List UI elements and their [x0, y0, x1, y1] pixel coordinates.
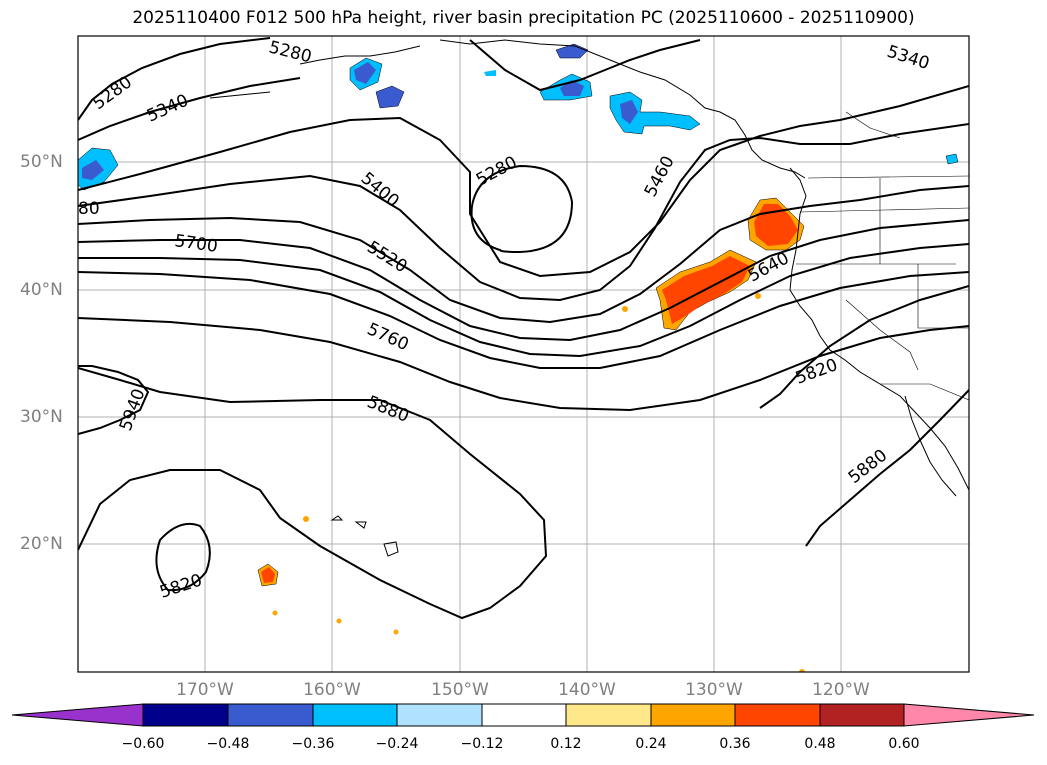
precip-positive-areas [257, 197, 805, 672]
colorbar [11, 703, 1035, 727]
lon-label-130w: 130°W [685, 680, 743, 700]
contour-label: 5820 [793, 355, 840, 389]
state-border [845, 299, 919, 371]
aleutian-islands [299, 45, 421, 65]
colorbar-tick-label: 0.36 [719, 736, 751, 752]
contour-5880-se [805, 389, 969, 547]
precip-area [620, 100, 638, 124]
colorbar-segment [819, 703, 905, 727]
colorbar-tick-label: 0.60 [888, 736, 920, 752]
colorbar-tick-label: 0.12 [550, 736, 582, 752]
contour-5280-nw [78, 37, 271, 121]
contour-5460 [78, 123, 969, 302]
precip-area [375, 85, 405, 109]
contour-label: 5820 [157, 570, 204, 602]
precip-area [303, 516, 309, 522]
contour-label: 5700 [173, 231, 219, 257]
lat-label-30n: 30°N [20, 407, 63, 427]
contour-5820 [759, 285, 969, 409]
colorbar-segment [734, 703, 821, 727]
us-west-coast [789, 249, 969, 491]
colorbar-tick-label: −0.48 [206, 736, 250, 752]
contour-label: 5760 [364, 319, 412, 355]
precip-area [272, 610, 278, 616]
contour-label: 80 [78, 199, 100, 219]
hawaii-islands [330, 515, 399, 557]
lat-label-50n: 50°N [20, 152, 63, 172]
precip-area [261, 567, 275, 583]
contour-5820-sub [155, 522, 211, 592]
aleutian-islands [209, 91, 271, 99]
colorbar-segment [142, 703, 229, 727]
colorbar-tick-label: −0.36 [291, 736, 335, 752]
contour-5700 [78, 271, 969, 369]
colorbar-tick-label: 0.48 [804, 736, 836, 752]
height-contours [78, 37, 969, 620]
contour-5880 [78, 367, 548, 620]
colorbar-tick-label: −0.60 [121, 736, 165, 752]
contour-label: 5640 [745, 248, 793, 286]
precip-area [754, 204, 798, 246]
coastlines [209, 39, 969, 557]
precip-area [755, 293, 761, 299]
us-canada-border [807, 175, 969, 179]
contour-5280-low [470, 164, 574, 254]
colorbar-segment [396, 703, 483, 727]
precip-area [354, 62, 376, 84]
contour-label: 5340 [884, 42, 931, 74]
colorbar-segment [227, 703, 314, 727]
lon-label-140w: 140°W [558, 680, 616, 700]
contour-label: 5280 [89, 72, 136, 114]
state-border [880, 383, 969, 401]
precip-area [484, 70, 496, 76]
precip-area [82, 160, 104, 180]
colorbar-tick-label: 0.24 [635, 736, 667, 752]
precip-area [945, 153, 959, 165]
contour-big-trough [469, 39, 701, 92]
map-frame-border [77, 35, 970, 673]
lat-label-20n: 20°N [20, 534, 63, 554]
contour-label: 5340 [144, 91, 192, 127]
colorbar-segment [565, 703, 652, 727]
map-title: 2025110400 F012 500 hPa height, river ba… [132, 8, 915, 28]
contour-5520 [78, 185, 969, 324]
canada-coast [789, 167, 807, 251]
state-border [799, 207, 969, 213]
contour-label: 5880 [845, 446, 891, 488]
contour-5400 [78, 85, 969, 278]
contour-label: 5400 [357, 169, 403, 212]
contour-label: 5940 [116, 386, 150, 433]
colorbar-segment [650, 703, 736, 727]
contour-5580 [78, 219, 969, 342]
lon-label-150w: 150°W [431, 680, 489, 700]
lon-label-170w: 170°W [176, 680, 234, 700]
precip-area [336, 618, 342, 624]
contour-label: 5880 [364, 392, 412, 427]
baja-coast [904, 395, 957, 497]
colorbar-segment [312, 703, 398, 727]
contour-5640 [78, 243, 969, 358]
precip-area [393, 629, 399, 635]
contour-5760 [78, 317, 969, 412]
lon-label-160w: 160°W [303, 680, 361, 700]
contour-5340-nw [78, 77, 301, 141]
lat-label-40n: 40°N [20, 280, 63, 300]
contour-5940 [78, 365, 150, 435]
precip-area [622, 306, 628, 312]
contour-label: 5280 [473, 152, 521, 190]
alaska-coast [439, 39, 806, 179]
colorbar-segment [481, 703, 567, 727]
colorbar-tick-label: −0.12 [460, 736, 504, 752]
colorbar-extend-high [903, 703, 1035, 727]
colorbar-tick-label: −0.24 [375, 736, 419, 752]
lon-label-120w: 120°W [812, 680, 870, 700]
contour-label: 5280 [267, 37, 314, 67]
colorbar-extend-low [11, 703, 144, 727]
precip-area [799, 669, 805, 672]
